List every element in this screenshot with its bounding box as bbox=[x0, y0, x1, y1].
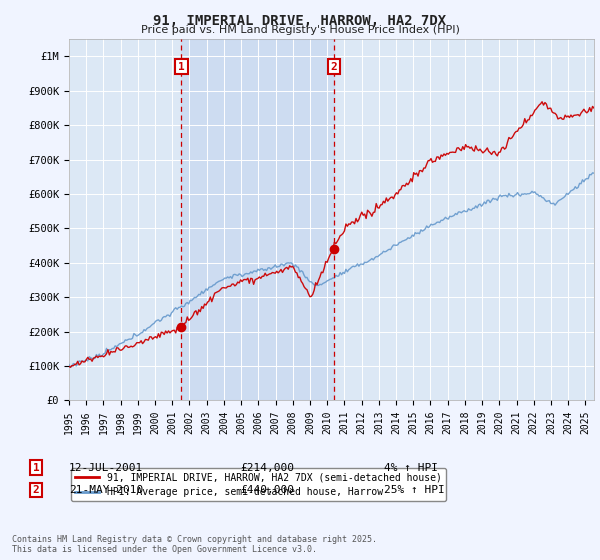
Text: £214,000: £214,000 bbox=[240, 463, 294, 473]
Text: 4% ↑ HPI: 4% ↑ HPI bbox=[384, 463, 438, 473]
Text: 1: 1 bbox=[32, 463, 40, 473]
Text: 2: 2 bbox=[32, 485, 40, 495]
Legend: 91, IMPERIAL DRIVE, HARROW, HA2 7DX (semi-detached house), HPI: Average price, s: 91, IMPERIAL DRIVE, HARROW, HA2 7DX (sem… bbox=[71, 469, 446, 501]
Text: Price paid vs. HM Land Registry's House Price Index (HPI): Price paid vs. HM Land Registry's House … bbox=[140, 25, 460, 35]
Text: 12-JUL-2001: 12-JUL-2001 bbox=[69, 463, 143, 473]
Text: 25% ↑ HPI: 25% ↑ HPI bbox=[384, 485, 445, 495]
Text: £440,000: £440,000 bbox=[240, 485, 294, 495]
Text: 21-MAY-2010: 21-MAY-2010 bbox=[69, 485, 143, 495]
Text: 91, IMPERIAL DRIVE, HARROW, HA2 7DX: 91, IMPERIAL DRIVE, HARROW, HA2 7DX bbox=[154, 14, 446, 28]
Text: Contains HM Land Registry data © Crown copyright and database right 2025.
This d: Contains HM Land Registry data © Crown c… bbox=[12, 535, 377, 554]
Text: 2: 2 bbox=[331, 62, 337, 72]
Bar bbox=[181, 39, 334, 400]
Text: 1: 1 bbox=[178, 62, 185, 72]
